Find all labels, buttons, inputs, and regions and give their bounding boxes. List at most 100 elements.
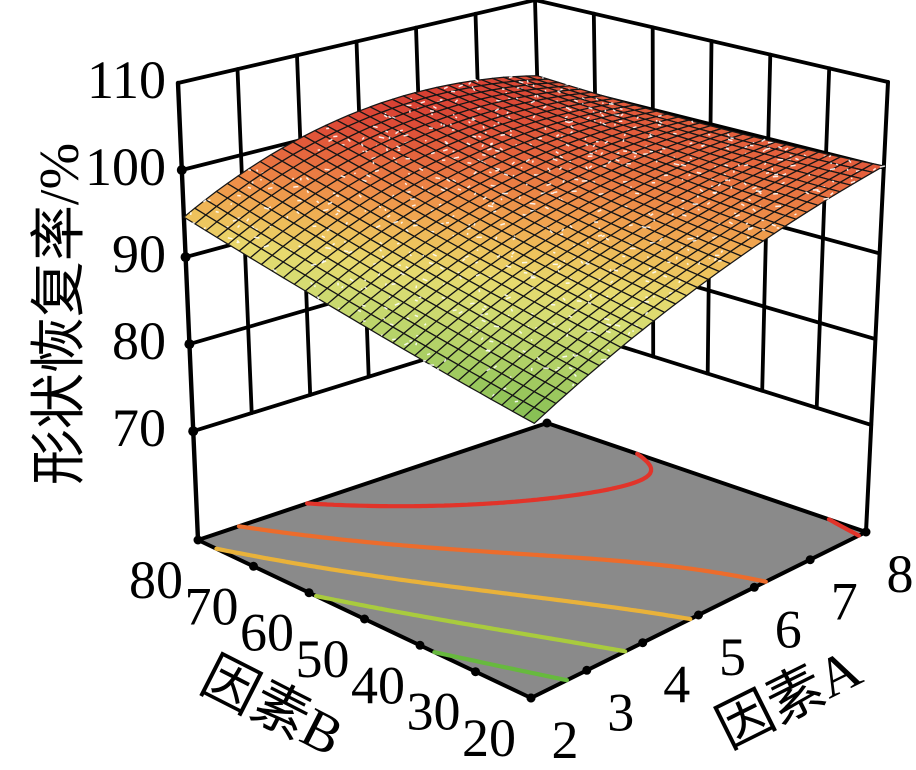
surface-speckle [306,190,310,194]
surface-speckle [382,317,386,321]
surface-speckle [415,342,418,346]
surface-speckle [673,162,680,166]
surface-speckle [530,100,536,104]
surface-speckle [689,142,693,145]
surface-speckle [744,145,748,149]
surface-speckle [327,201,333,205]
surface-speckle [375,224,381,229]
surface-speckle [362,304,366,307]
surface-speckle [518,355,521,358]
surface-speckle [562,179,565,183]
surface-speckle [481,319,486,323]
surface-speckle [627,331,631,335]
surface-speckle [251,225,255,229]
surface-speckle [378,205,382,209]
surface-speckle [310,263,317,267]
surface-speckle [607,160,612,164]
y-tick-dot [526,693,536,703]
surface-speckle [546,183,552,187]
surface-speckle [850,180,856,184]
surface-speckle [720,250,724,253]
surface-speckle [366,174,371,178]
z-tick-dot [180,252,191,263]
surface-speckle [439,266,444,270]
surface-speckle [544,127,547,130]
surface-speckle [612,109,616,112]
surface-speckle [580,260,584,264]
surface-speckle [467,227,472,230]
surface-speckle [405,265,409,269]
surface-speckle [435,176,441,180]
surface-speckle [348,250,353,254]
surface-speckle [752,186,757,190]
surface-speckle [326,228,330,232]
surface-speckle [363,279,367,282]
surface-speckle [511,161,516,165]
contour-line-z94 [214,546,693,622]
surface-speckle [383,114,388,118]
surface-speckle [468,120,471,124]
surface-speckle [493,124,496,128]
surface-speckle [293,185,299,188]
surface-speckle [423,323,427,326]
surface-speckle [540,192,546,195]
surface-speckle [254,236,260,239]
surface-speckle [585,143,589,147]
surface-speckle [848,159,852,164]
surface-speckle [203,199,207,203]
surface-speckle [747,198,752,202]
surface-speckle [471,117,476,121]
surface-speckle [512,237,516,241]
surface-speckle [232,219,237,222]
surface-speckle [717,259,722,262]
surface-speckle [689,157,693,160]
surface-speckle [530,275,535,278]
x-tick-label: 8 [887,544,914,604]
surface-speckle [573,354,579,358]
surface-speckle [474,78,479,83]
surface-speckle [568,328,571,331]
surface-speckle [271,182,274,184]
z-tick-dot [188,426,199,437]
surface-speckle [481,308,485,311]
surface-speckle [587,301,592,305]
surface-speckle [405,228,409,233]
surface-speckle [604,109,607,113]
y-tick-dot [360,614,369,624]
surface-speckle [600,113,605,118]
surface-speckle [605,237,610,241]
surface-speckle [518,196,522,200]
surface-speckle [414,299,419,302]
surface-speckle [263,244,270,248]
surface-speckle [409,253,412,257]
surface-speckle [697,261,701,266]
surface-speckle [496,254,501,258]
surface-speckle [879,165,886,168]
surface-speckle [562,355,568,358]
surface-speckle [644,311,649,316]
surface-speckle [601,234,605,238]
surface-speckle [296,210,300,215]
surface-speckle [358,194,362,198]
surface-speckle [374,169,380,173]
surface-speckle [775,205,782,208]
surface-speckle [608,102,614,106]
surface-speckle [487,147,492,151]
surface-speckle [454,99,459,103]
surface-speckle [584,137,587,141]
surface-speckle [510,308,514,312]
surface-speckle [397,264,401,267]
surface-speckle [489,340,494,343]
surface-speckle [600,358,607,361]
surface-speckle [632,151,638,155]
surface-speckle [494,236,498,241]
surface-speckle [592,144,596,148]
surface-speckle [395,130,400,135]
surface-speckle [532,115,536,119]
z-tick-dot [176,165,187,175]
surface-speckle [464,255,469,259]
surface-speckle [688,173,691,177]
y-tick-dot [249,561,258,571]
surface-speckle [482,125,485,129]
surface-speckle [508,75,513,79]
